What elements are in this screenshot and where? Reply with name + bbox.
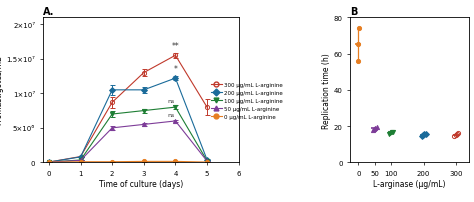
Text: ns: ns [167, 99, 174, 103]
Text: B: B [350, 7, 357, 17]
Legend: 300 μg/mL L-arginine, 200 μg/mL L-arginine, 100 μg/mL L-arginine, 50 μg/mL L-arg: 300 μg/mL L-arginine, 200 μg/mL L-argini… [211, 82, 283, 120]
X-axis label: Time of culture (days): Time of culture (days) [99, 179, 183, 188]
Text: A.: A. [43, 7, 54, 17]
Y-axis label: Promastigotes/mL: Promastigotes/mL [0, 56, 3, 125]
Y-axis label: Replication time (h): Replication time (h) [322, 53, 331, 128]
Text: ns: ns [167, 112, 174, 117]
Text: *: * [173, 65, 177, 74]
X-axis label: L-arginase (μg/mL): L-arginase (μg/mL) [374, 179, 446, 188]
Text: **: ** [172, 42, 179, 51]
